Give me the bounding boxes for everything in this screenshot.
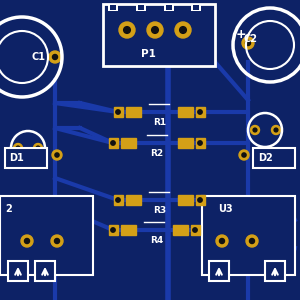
Bar [108, 4, 118, 11]
Circle shape [52, 55, 58, 59]
Bar [196, 107, 205, 117]
Bar [113, 107, 122, 117]
Circle shape [220, 238, 224, 244]
Circle shape [16, 146, 20, 150]
Circle shape [152, 27, 158, 33]
Bar [35, 261, 55, 281]
Bar [178, 138, 193, 148]
Bar [166, 5, 172, 10]
Bar [191, 4, 201, 11]
Circle shape [175, 22, 191, 38]
Bar [178, 107, 193, 117]
Text: R3: R3 [153, 206, 167, 215]
Circle shape [119, 22, 135, 38]
Circle shape [14, 143, 22, 152]
Circle shape [193, 228, 197, 232]
Bar [196, 138, 205, 148]
Bar [113, 195, 122, 205]
Circle shape [198, 141, 202, 145]
Bar [253, 148, 295, 168]
Bar [125, 195, 140, 205]
Circle shape [250, 238, 254, 244]
Circle shape [245, 40, 250, 46]
Circle shape [198, 110, 202, 114]
Text: D1: D1 [9, 153, 24, 163]
Circle shape [253, 128, 257, 132]
Circle shape [25, 238, 29, 244]
Text: C1: C1 [32, 52, 46, 62]
Circle shape [116, 110, 120, 114]
Circle shape [246, 235, 258, 247]
Bar [125, 107, 140, 117]
Bar [209, 261, 229, 281]
Bar [164, 4, 174, 11]
Bar [178, 195, 193, 205]
Circle shape [272, 125, 280, 134]
Circle shape [116, 198, 120, 202]
Text: 2: 2 [5, 204, 12, 214]
Text: U3: U3 [218, 204, 232, 214]
Circle shape [51, 235, 63, 247]
Text: +: + [236, 28, 247, 41]
Circle shape [36, 146, 40, 150]
Circle shape [198, 198, 202, 202]
Circle shape [21, 235, 33, 247]
Circle shape [242, 37, 254, 49]
Circle shape [124, 27, 130, 33]
Circle shape [147, 22, 163, 38]
Circle shape [239, 150, 249, 160]
Circle shape [180, 27, 186, 33]
Bar [109, 138, 118, 148]
Circle shape [274, 128, 278, 132]
Bar [202, 196, 295, 275]
Bar [138, 5, 144, 10]
Circle shape [242, 153, 246, 157]
Text: R1: R1 [153, 118, 167, 127]
Circle shape [49, 51, 61, 63]
Bar [136, 4, 146, 11]
Circle shape [55, 153, 59, 157]
Text: D2: D2 [258, 153, 273, 163]
Bar [8, 261, 28, 281]
Bar [5, 148, 47, 168]
Bar [172, 225, 188, 235]
Circle shape [111, 141, 115, 145]
Circle shape [55, 238, 59, 244]
Text: C2: C2 [243, 34, 257, 44]
Bar [265, 261, 285, 281]
Bar [196, 195, 205, 205]
Circle shape [34, 143, 43, 152]
Bar [193, 5, 199, 10]
Circle shape [52, 150, 62, 160]
Bar [121, 138, 136, 148]
Text: R4: R4 [150, 236, 164, 245]
Bar [103, 4, 215, 66]
Bar [190, 225, 200, 235]
Bar [109, 225, 118, 235]
Text: R2: R2 [150, 149, 164, 158]
Bar [121, 225, 136, 235]
Circle shape [216, 235, 228, 247]
Bar [110, 5, 116, 10]
Bar [0, 196, 93, 275]
Circle shape [250, 125, 260, 134]
Text: P1: P1 [141, 49, 155, 59]
Circle shape [111, 228, 115, 232]
